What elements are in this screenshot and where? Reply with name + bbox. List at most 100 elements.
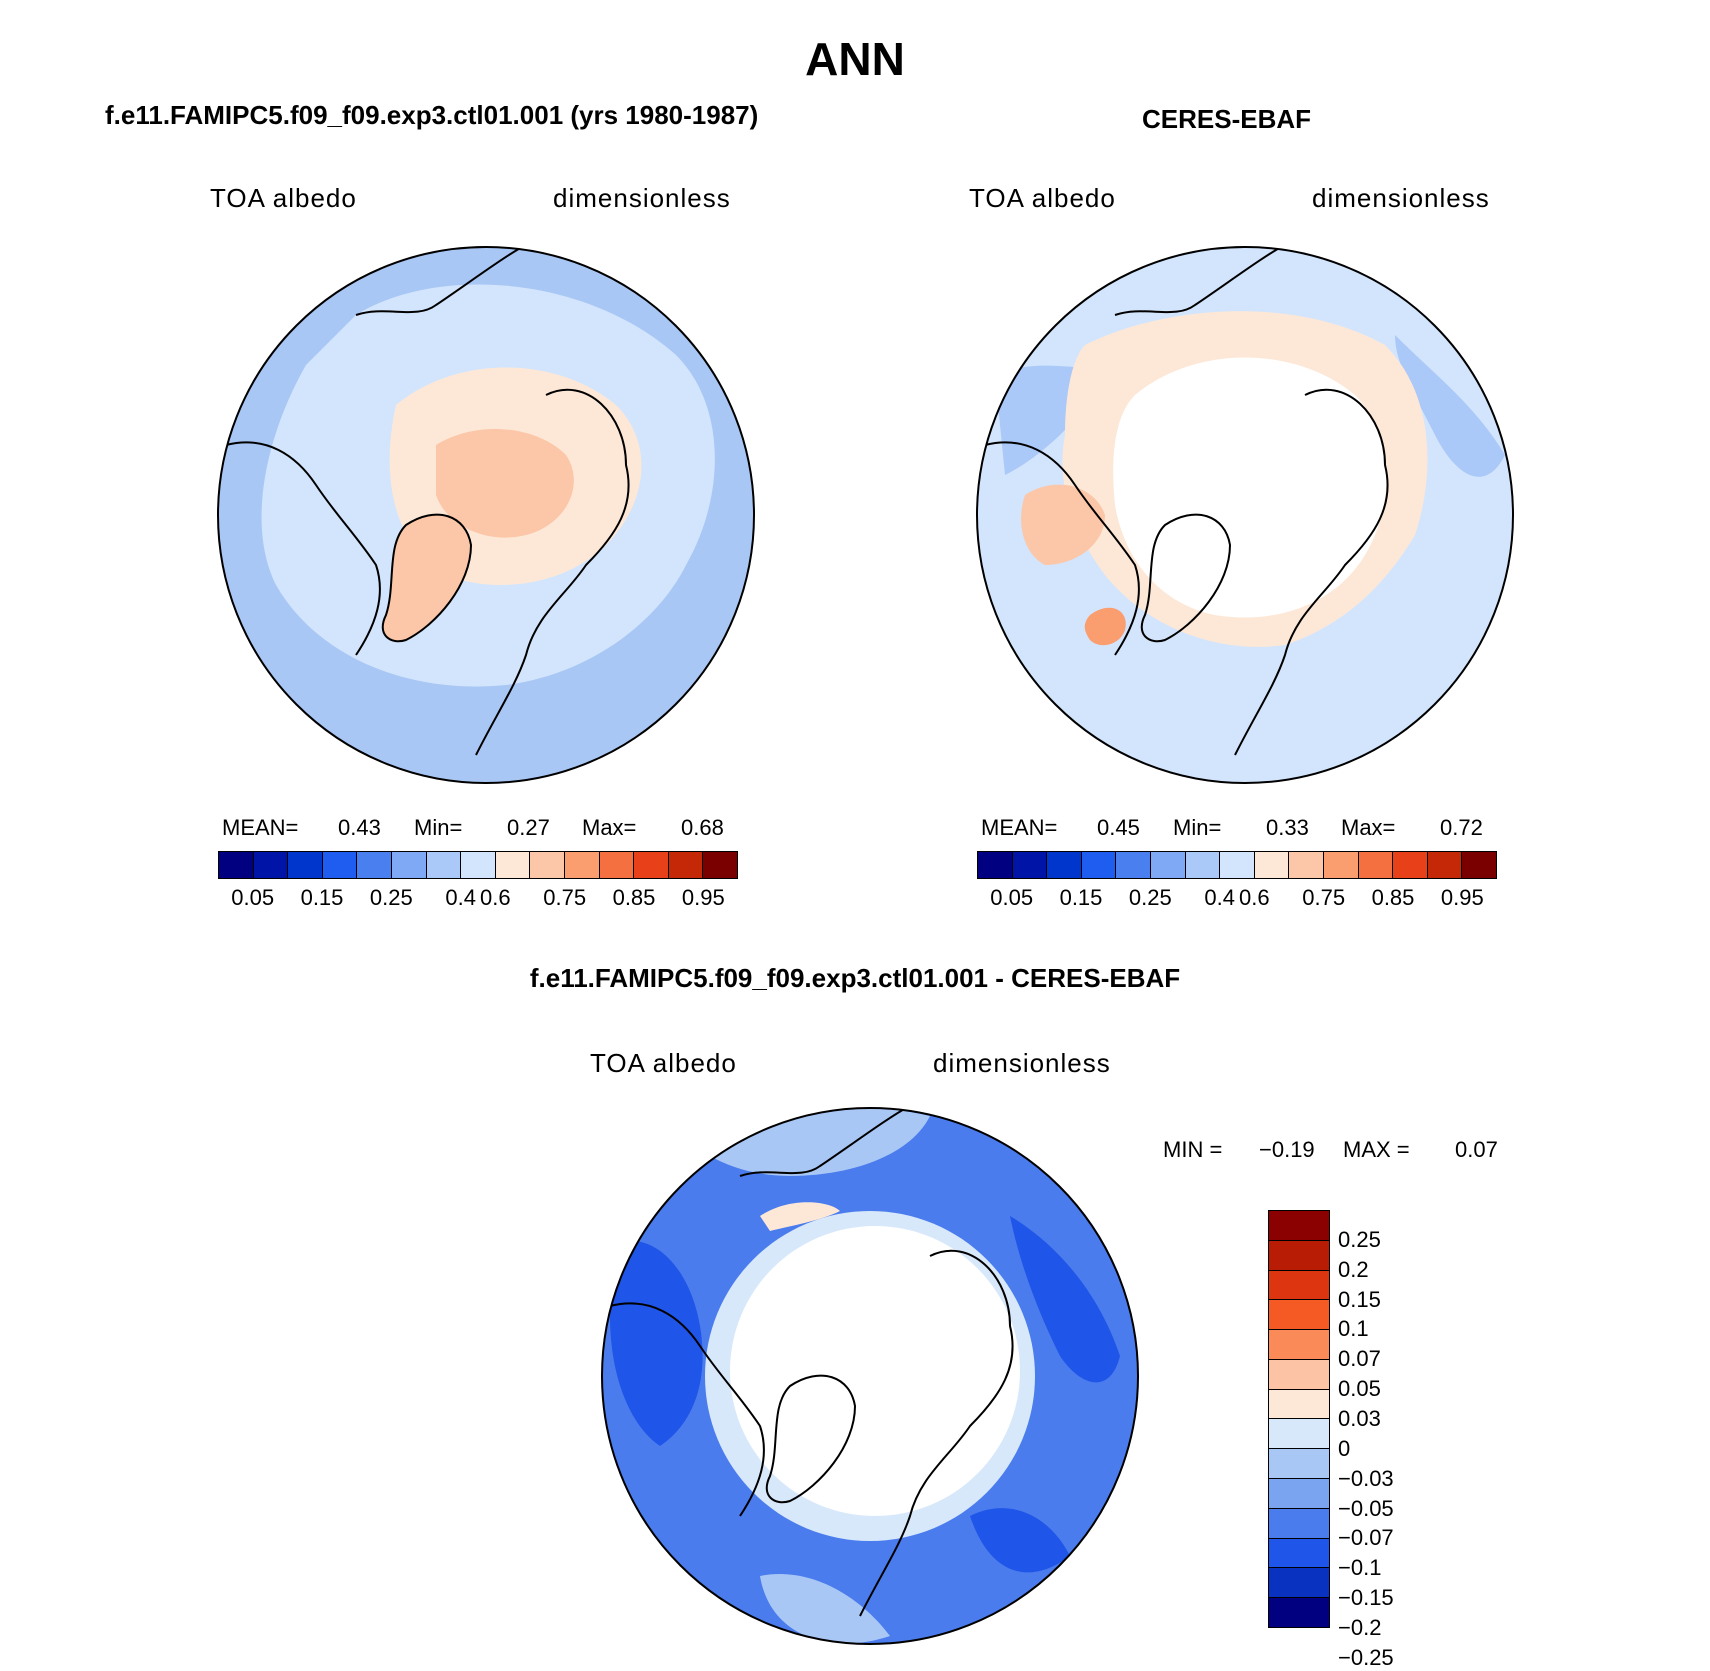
panel-3-polar-map [601, 1107, 1139, 1645]
panel-3-title: f.e11.FAMIPC5.f09_f09.exp3.ctl01.001 - C… [529, 963, 1181, 993]
colorbar-cell [1269, 1479, 1329, 1509]
panel-3-warm-patch [760, 1202, 840, 1231]
panel-1-colorbar [218, 851, 738, 879]
colorbar-tick-label: 0.05 [231, 885, 275, 910]
panel-2-variable-label: TOA albedo [969, 183, 1116, 213]
colorbar-cell [1269, 1270, 1329, 1301]
panel-1-warm-region-2 [436, 428, 574, 538]
colorbar-tick-label: −0.05 [1338, 1495, 1394, 1521]
colorbar-tick-label: 0.15 [300, 885, 344, 910]
colorbar-tick-label: −0.15 [1338, 1585, 1394, 1611]
panel-3-max-value: 0.07 [1455, 1137, 1498, 1162]
colorbar-cell [1358, 852, 1394, 878]
colorbar-cell [1269, 1240, 1329, 1271]
colorbar-tick-label: 0.95 [681, 885, 725, 910]
panel-2-units-label: dimensionless [1312, 183, 1490, 213]
colorbar-cell [1081, 852, 1117, 878]
panel-2-coast-greenland [1140, 513, 1232, 643]
panel-3-coast-greenland [765, 1374, 857, 1504]
colorbar-cell [1150, 852, 1186, 878]
colorbar-tick-label: −0.03 [1338, 1465, 1394, 1491]
panel-1-greenland-warm [382, 514, 471, 642]
panel-1-mean-value: 0.43 [338, 815, 381, 840]
panel-3-min-value: −0.19 [1259, 1137, 1315, 1162]
colorbar-cell [288, 852, 323, 878]
colorbar-cell [1462, 852, 1496, 878]
colorbar-tick-label: 0.1 [1338, 1316, 1369, 1342]
colorbar-tick-label: −0.1 [1338, 1555, 1382, 1581]
panel-2-missing-ice-region [1113, 357, 1387, 618]
panel-3-coast-eurasia [859, 1249, 1014, 1617]
panel-3-deep-blue-areas [610, 1216, 1120, 1573]
panel-1-mean-label: MEAN= [222, 815, 299, 840]
panel-1-coast-arctic [355, 247, 527, 316]
colorbar-cell [1269, 1300, 1329, 1331]
colorbar-cell [1047, 852, 1082, 878]
panel-3-colorbar [1268, 1210, 1330, 1628]
panel-2-coast-america [984, 441, 1140, 656]
colorbar-tick-label: 0.05 [990, 885, 1034, 910]
panel-3-max-label: MAX = [1343, 1137, 1410, 1162]
panel-2-blue-band [995, 335, 1505, 477]
panel-1-max-label: Max= [582, 815, 637, 840]
colorbar-tick-label: 0.15 [1059, 885, 1103, 910]
panel-2-max-value: 0.72 [1440, 815, 1483, 840]
colorbar-cell [1269, 1449, 1329, 1480]
colorbar-tick-label: 0.85 [1371, 885, 1415, 910]
colorbar-cell [1269, 1330, 1329, 1360]
figure-title: ANN [805, 33, 905, 85]
colorbar-tick-label: 0.6 [1239, 885, 1270, 910]
colorbar-cell [1269, 1419, 1329, 1450]
colorbar-cell [1254, 852, 1290, 878]
colorbar-cell [634, 852, 669, 878]
panel-1-title: f.e11.FAMIPC5.f09_f09.exp3.ctl01.001 (yr… [105, 100, 759, 130]
colorbar-cell [253, 852, 289, 878]
colorbar-tick-label: 0.2 [1338, 1256, 1369, 1282]
colorbar-cell [668, 852, 704, 878]
panel-1-coast-america [225, 441, 381, 656]
colorbar-cell [322, 852, 358, 878]
panel-1-coast-greenland [381, 513, 473, 643]
panel-2-mean-value: 0.45 [1097, 815, 1140, 840]
colorbar-cell [1269, 1568, 1329, 1599]
colorbar-cell [978, 852, 1013, 878]
colorbar-tick-label: 0.85 [612, 885, 656, 910]
panel-1-min-value: 0.27 [507, 815, 550, 840]
colorbar-cell [1289, 852, 1324, 878]
colorbar-cell [564, 852, 600, 878]
panel-1-variable-label: TOA albedo [210, 183, 357, 213]
colorbar-tick-label: 0.4 [445, 885, 476, 910]
colorbar-tick-label: 0.05 [1338, 1376, 1381, 1402]
colorbar-cell [1185, 852, 1221, 878]
colorbar-tick-label: 0.03 [1338, 1406, 1381, 1431]
colorbar-cell [1012, 852, 1048, 878]
panel-2-max-label: Max= [1341, 815, 1396, 840]
panel-3-coast-arctic [739, 1108, 911, 1177]
panel-3-units-label: dimensionless [933, 1048, 1111, 1078]
colorbar-tick-label: −0.07 [1338, 1525, 1394, 1551]
colorbar-cell [1116, 852, 1151, 878]
colorbar-cell [219, 852, 254, 878]
colorbar-cell [495, 852, 531, 878]
colorbar-tick-label: 0.25 [369, 885, 413, 910]
panel-1-coast-eurasia [475, 388, 630, 756]
colorbar-cell [391, 852, 427, 878]
colorbar-tick-label: 0.15 [1338, 1286, 1381, 1312]
colorbar-cell [703, 852, 737, 878]
colorbar-cell [1220, 852, 1255, 878]
colorbar-cell [1269, 1389, 1329, 1420]
colorbar-tick-label: 0.6 [480, 885, 511, 910]
colorbar-tick-label: 0.75 [543, 885, 587, 910]
panel-1-units-label: dimensionless [553, 183, 731, 213]
colorbar-cell [357, 852, 392, 878]
panel-1-polar-map [217, 246, 755, 784]
colorbar-tick-label: 0 [1338, 1435, 1351, 1461]
colorbar-tick-label: 0.4 [1204, 885, 1235, 910]
colorbar-tick-label: 0.25 [1338, 1226, 1381, 1252]
colorbar-cell [1269, 1538, 1329, 1569]
panel-2-coast-eurasia [1234, 388, 1389, 756]
colorbar-cell [1269, 1598, 1329, 1627]
colorbar-cell [1269, 1359, 1329, 1390]
colorbar-tick-label: 0.75 [1302, 885, 1346, 910]
colorbar-tick-label: −0.2 [1338, 1615, 1382, 1640]
